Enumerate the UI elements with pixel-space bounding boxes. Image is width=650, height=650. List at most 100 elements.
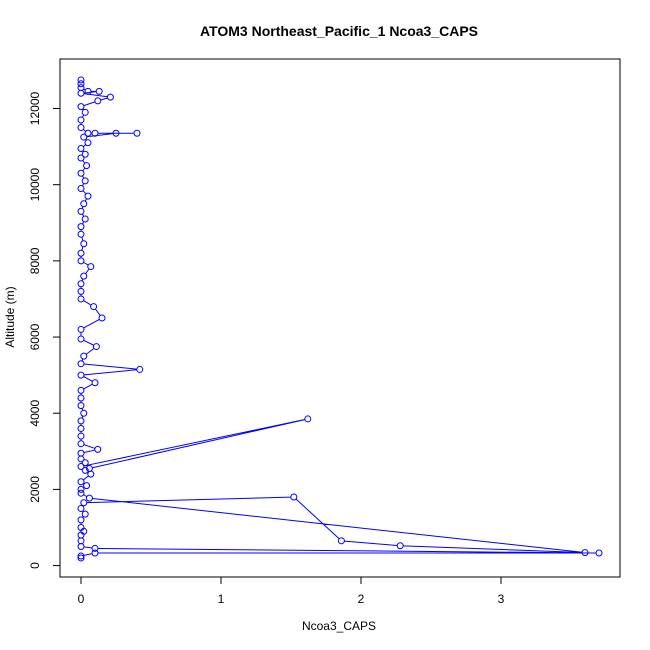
- y-tick-label: 12000: [28, 92, 42, 126]
- data-point: [92, 343, 100, 351]
- data-point: [77, 543, 85, 551]
- data-point: [77, 360, 85, 368]
- data-point: [90, 303, 98, 311]
- data-point: [106, 93, 114, 101]
- data-point: [81, 466, 89, 474]
- y-axis: 0 2000 4000 6000 8000 10000 12000: [28, 92, 61, 569]
- x-tick-label: 3: [498, 592, 505, 606]
- data-point: [81, 215, 89, 223]
- data-point: [304, 415, 312, 423]
- data-point: [94, 445, 102, 453]
- data-point: [77, 440, 85, 448]
- data-point: [77, 89, 85, 97]
- y-tick-label: 6000: [28, 323, 42, 350]
- data-point: [77, 552, 85, 560]
- data-point: [80, 499, 88, 507]
- data-point: [396, 542, 404, 550]
- data-point: [77, 287, 85, 295]
- data-point: [80, 352, 88, 360]
- data-point: [77, 463, 85, 471]
- data-point: [91, 549, 99, 557]
- data-point: [77, 80, 85, 88]
- data-point: [80, 409, 88, 417]
- data-point: [77, 516, 85, 524]
- data-point: [77, 76, 85, 84]
- x-tick-label: 2: [358, 592, 365, 606]
- data-point: [77, 449, 85, 457]
- data-point: [77, 169, 85, 177]
- series-layer: [77, 76, 603, 562]
- data-point: [77, 280, 85, 288]
- data-point: [81, 510, 89, 518]
- data-point: [91, 129, 99, 137]
- data-point: [81, 150, 89, 158]
- data-point: [133, 129, 141, 137]
- x-tick-label: 0: [78, 592, 85, 606]
- data-point: [77, 485, 85, 493]
- data-point: [77, 386, 85, 394]
- data-point: [77, 145, 85, 153]
- data-point: [77, 394, 85, 402]
- data-point: [112, 129, 120, 137]
- data-point: [77, 230, 85, 238]
- data-point: [94, 97, 102, 105]
- data-point: [77, 116, 85, 124]
- data-point: [77, 335, 85, 343]
- data-point: [77, 84, 85, 92]
- data-point: [81, 108, 89, 116]
- data-point: [80, 133, 88, 141]
- data-point: [84, 139, 92, 147]
- data-point: [77, 185, 85, 192]
- data-point: [77, 504, 85, 512]
- data-point: [80, 240, 88, 248]
- data-point: [87, 263, 95, 271]
- x-tick-label: 1: [218, 592, 225, 606]
- data-point: [95, 87, 103, 95]
- data-point: [77, 554, 85, 562]
- data-point: [77, 223, 85, 231]
- data-point: [77, 478, 85, 486]
- y-tick-label: 8000: [28, 247, 42, 274]
- y-tick-label: 2000: [28, 476, 42, 503]
- data-point: [77, 523, 85, 531]
- x-axis-label: Ncoa3_CAPS: [302, 619, 376, 633]
- data-point: [80, 200, 88, 208]
- data-point: [85, 494, 93, 502]
- data-point: [80, 272, 88, 280]
- y-tick-label: 4000: [28, 400, 42, 427]
- data-point: [81, 459, 89, 467]
- data-point: [77, 249, 85, 257]
- data-point: [77, 417, 85, 425]
- y-axis-label: Altitude (m): [3, 286, 17, 347]
- plot-frame: [59, 58, 621, 578]
- data-point: [84, 192, 92, 200]
- data-point: [77, 455, 85, 463]
- data-point: [91, 544, 99, 552]
- data-point: [77, 325, 85, 333]
- data-point: [77, 424, 85, 432]
- data-point: [77, 124, 85, 132]
- data-point: [81, 177, 89, 185]
- data-point: [83, 162, 91, 170]
- data-point: [85, 464, 93, 472]
- data-point: [77, 402, 85, 410]
- data-point: [595, 549, 603, 557]
- data-point: [581, 549, 589, 557]
- data-point: [77, 489, 85, 497]
- data-point: [77, 207, 85, 215]
- data-point: [84, 87, 92, 95]
- data-point: [290, 493, 298, 501]
- data-point: [77, 295, 85, 303]
- data-point: [77, 103, 85, 111]
- x-axis: 0 1 2 3: [78, 576, 505, 606]
- data-point: [337, 537, 345, 545]
- data-point: [77, 432, 85, 440]
- data-point: [77, 257, 85, 265]
- data-point: [91, 379, 99, 387]
- y-tick-label: 10000: [28, 168, 42, 202]
- data-point: [87, 470, 95, 478]
- data-point: [77, 154, 85, 162]
- data-point: [84, 129, 92, 137]
- series-line: [80, 88, 597, 556]
